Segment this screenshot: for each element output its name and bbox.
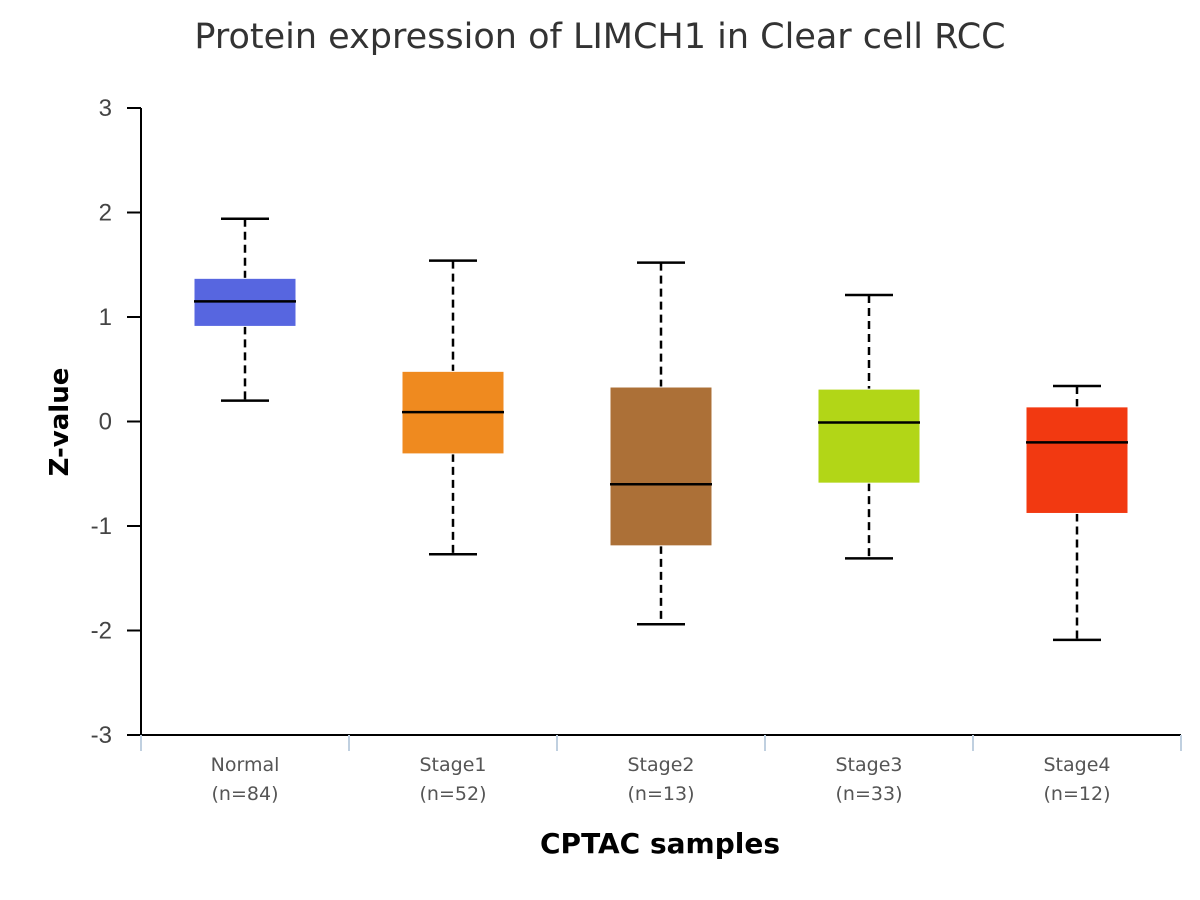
y-tick-label: -1: [91, 513, 112, 540]
x-tick-count-label: (n=13): [628, 783, 695, 805]
x-tick-count-label: (n=12): [1044, 783, 1111, 805]
y-tick-label: 2: [99, 200, 112, 227]
x-tick-count-label: (n=33): [836, 783, 903, 805]
box-stage4: [1025, 406, 1129, 514]
x-tick-label: Stage1: [420, 754, 487, 776]
x-tick-label: Stage4: [1044, 754, 1111, 776]
x-axis-label: CPTAC samples: [540, 827, 780, 860]
chart-title: Protein expression of LIMCH1 in Clear ce…: [194, 17, 1005, 57]
x-tick-label: Stage3: [836, 754, 903, 776]
y-tick-label: 1: [99, 304, 112, 331]
x-tick-label: Stage2: [628, 754, 695, 776]
y-tick-label: 3: [99, 95, 112, 122]
y-axis-label: Z-value: [45, 368, 75, 477]
box-stage3: [817, 388, 921, 484]
y-tick-label: 0: [99, 409, 112, 436]
y-tick-label: -3: [91, 722, 112, 749]
x-tick-count-label: (n=52): [420, 783, 487, 805]
box-stage2: [609, 386, 713, 547]
x-tick-label: Normal: [211, 754, 280, 776]
x-tick-count-label: (n=84): [212, 783, 279, 805]
plot-area: 3 2 1 0 -1 -2 -3 Normal (n=84) Stage1 (n=52) Stage2…: [91, 95, 1182, 805]
y-tick-label: -2: [91, 618, 112, 645]
